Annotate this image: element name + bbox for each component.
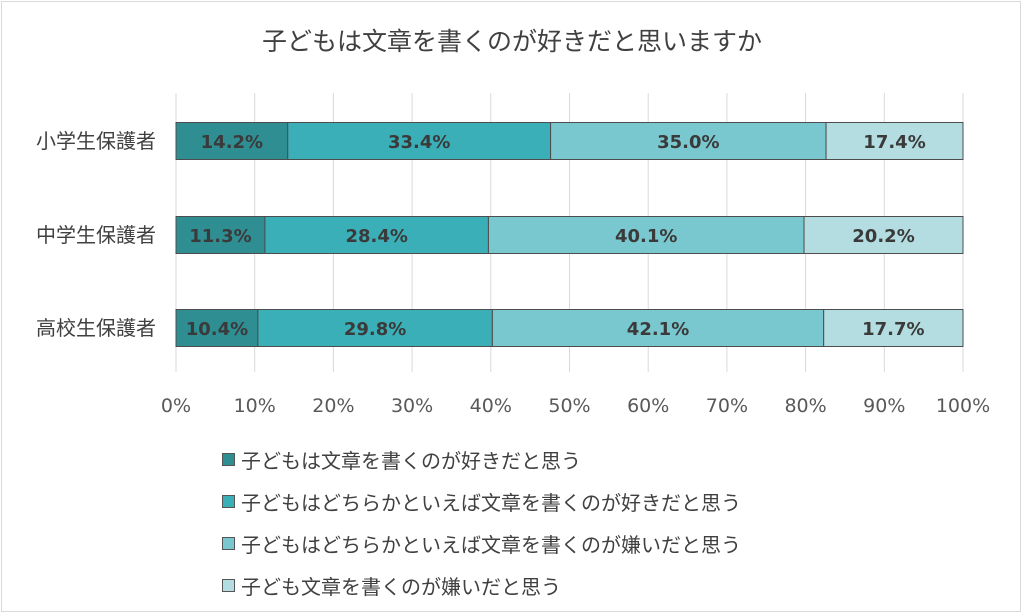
bar-segment (803, 216, 964, 254)
x-tick-label: 100% (936, 395, 990, 417)
data-label: 14.2% (201, 132, 263, 153)
data-label: 11.3% (189, 226, 251, 247)
chart-legend: 子どもは文章を書くのが好きだと思う子どもはどちらかといえば文章を書くのが好きだと… (222, 438, 741, 606)
legend-item: 子どもはどちらかといえば文章を書くのが好きだと思う (222, 480, 741, 522)
bar-segment (550, 122, 827, 160)
data-label: 28.4% (345, 226, 407, 247)
data-label: 20.2% (852, 226, 914, 247)
data-label: 29.8% (344, 319, 406, 340)
category-label: 高校生保護者 (36, 316, 156, 340)
category-label: 小学生保護者 (36, 129, 156, 153)
legend-swatch (222, 578, 235, 592)
x-tick-label: 70% (706, 395, 748, 417)
bar-segment (823, 309, 964, 347)
legend-swatch (222, 494, 235, 508)
data-label: 10.4% (186, 319, 248, 340)
x-tick-label: 10% (234, 395, 276, 417)
data-label: 17.7% (862, 319, 924, 340)
legend-item: 子ども文章を書くのが嫌いだと思う (222, 564, 741, 606)
legend-label: 子どもは文章を書くのが好きだと思う (241, 448, 581, 473)
legend-swatch (222, 536, 235, 550)
x-tick-label: 40% (470, 395, 512, 417)
x-tick-label: 90% (863, 395, 905, 417)
x-tick-label: 20% (312, 395, 354, 417)
x-tick-label: 0% (161, 395, 191, 417)
data-label: 33.4% (388, 132, 450, 153)
x-tick-label: 30% (391, 395, 433, 417)
x-tick-label: 50% (548, 395, 590, 417)
bar-segment (491, 309, 825, 347)
legend-label: 子どもはどちらかといえば文章を書くのが好きだと思う (241, 490, 741, 515)
data-label: 35.0% (657, 132, 719, 153)
bar-segment (264, 216, 489, 254)
bar-segment (175, 309, 259, 347)
x-tick-label: 80% (784, 395, 826, 417)
legend-label: 子どもはどちらかといえば文章を書くのが嫌いだと思う (241, 532, 741, 557)
legend-item: 子どもは文章を書くのが好きだと思う (222, 438, 741, 480)
category-label: 中学生保護者 (36, 223, 156, 247)
data-label: 42.1% (627, 319, 689, 340)
bar-segment (825, 122, 964, 160)
chart-title: 子どもは文章を書くのが好きだと思いますか (261, 27, 762, 56)
legend-item: 子どもはどちらかといえば文章を書くのが嫌いだと思う (222, 522, 741, 564)
bar-segment (287, 122, 552, 160)
data-label: 40.1% (615, 226, 677, 247)
legend-label: 子ども文章を書くのが嫌いだと思う (241, 574, 561, 599)
bar-segment (487, 216, 805, 254)
x-tick-label: 60% (627, 395, 669, 417)
legend-swatch (222, 452, 235, 466)
data-label: 17.4% (863, 132, 925, 153)
bar-segment (175, 122, 289, 160)
